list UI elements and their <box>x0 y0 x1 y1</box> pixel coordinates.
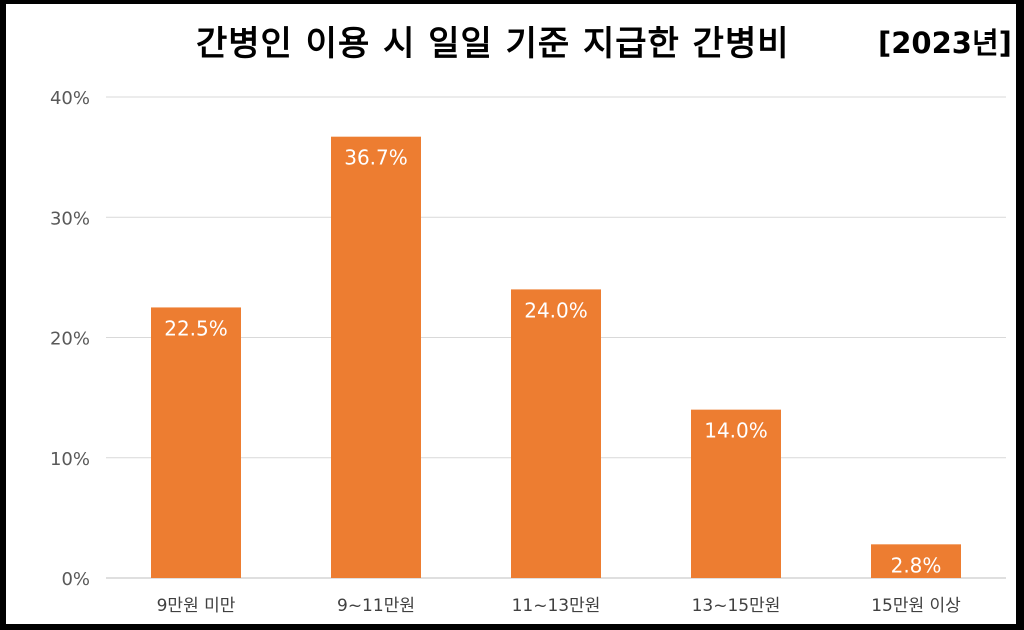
x-tick-label: 13~15만원 <box>692 596 781 616</box>
y-tick-label: 0% <box>61 569 90 590</box>
x-tick-label: 9만원 미만 <box>157 596 236 616</box>
y-tick-label: 20% <box>50 329 90 350</box>
data-label: 2.8% <box>891 553 942 577</box>
bar <box>511 289 601 578</box>
data-label: 22.5% <box>164 316 228 340</box>
y-tick-label: 30% <box>50 208 90 229</box>
bar <box>151 307 241 578</box>
data-label: 36.7% <box>344 146 408 170</box>
chart-title: 간병인 이용 시 일일 기준 지급한 간병비 <box>196 24 790 64</box>
data-label: 14.0% <box>704 419 768 443</box>
x-tick-label: 9~11만원 <box>337 596 415 616</box>
bar-chart: 0% 10% 20% 30% 40% 22.5% 9만원 미만 36.7% 9~11만원 24.0… <box>50 88 1006 616</box>
y-tick-label: 10% <box>50 449 90 470</box>
bar <box>331 136 421 578</box>
bar <box>691 409 781 578</box>
chart-frame: 간병인 이용 시 일일 기준 지급한 간병비 [2023년] 0% 10% 20% 3… <box>6 4 1016 624</box>
data-label: 24.0% <box>524 298 588 322</box>
y-tick-label: 40% <box>50 88 90 109</box>
bar <box>871 544 961 578</box>
x-tick-label: 11~13만원 <box>512 596 601 616</box>
x-tick-label: 15만원 이상 <box>871 596 961 616</box>
chart-subtitle-year: [2023년] <box>878 26 1012 60</box>
